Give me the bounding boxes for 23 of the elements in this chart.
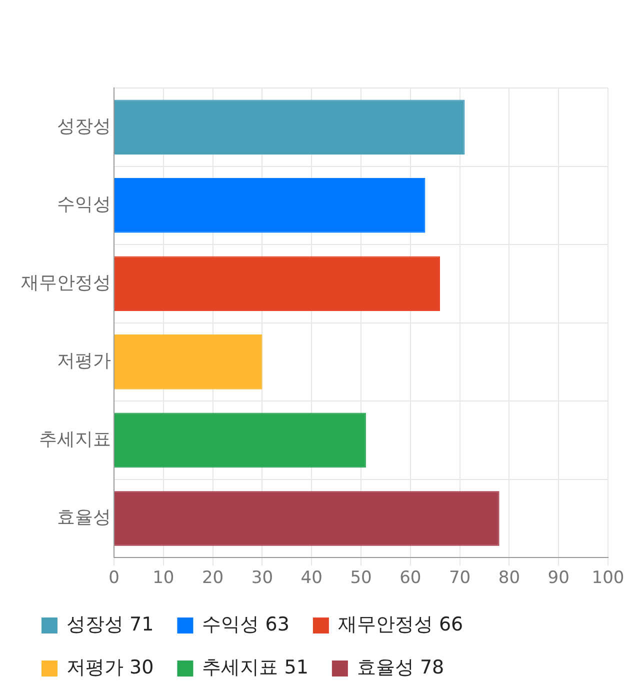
x-tick-label: 20: [202, 568, 224, 588]
legend-label: 저평가 30: [66, 656, 154, 678]
y-tick-label: 저평가: [57, 350, 111, 372]
x-tick-label: 60: [400, 568, 422, 588]
y-tick-label: 추세지표: [39, 428, 111, 450]
y-tick-label: 성장성: [57, 116, 111, 137]
x-tick-label: 50: [350, 568, 372, 588]
x-tick-label: 10: [152, 568, 174, 588]
y-tick-label: 수익성: [57, 194, 111, 216]
x-tick-label: 90: [548, 568, 570, 588]
legend-label: 재무안정성 66: [338, 613, 464, 636]
y-tick-label: 재무안정성: [21, 272, 111, 294]
legend-label: 추세지표 51: [202, 656, 308, 678]
x-tick-label: 100: [592, 568, 624, 588]
x-tick-label: 30: [251, 568, 274, 588]
x-tick-label: 80: [498, 568, 520, 588]
legend-label: 성장성 71: [66, 613, 154, 636]
x-tick-label: 70: [448, 568, 471, 588]
legend-label: 수익성 63: [202, 613, 290, 636]
x-tick-label: 0: [108, 568, 120, 588]
legend-label: 효율성 78: [356, 656, 444, 678]
x-tick-label: 40: [300, 568, 322, 588]
y-tick-label: 효율성: [57, 507, 111, 528]
